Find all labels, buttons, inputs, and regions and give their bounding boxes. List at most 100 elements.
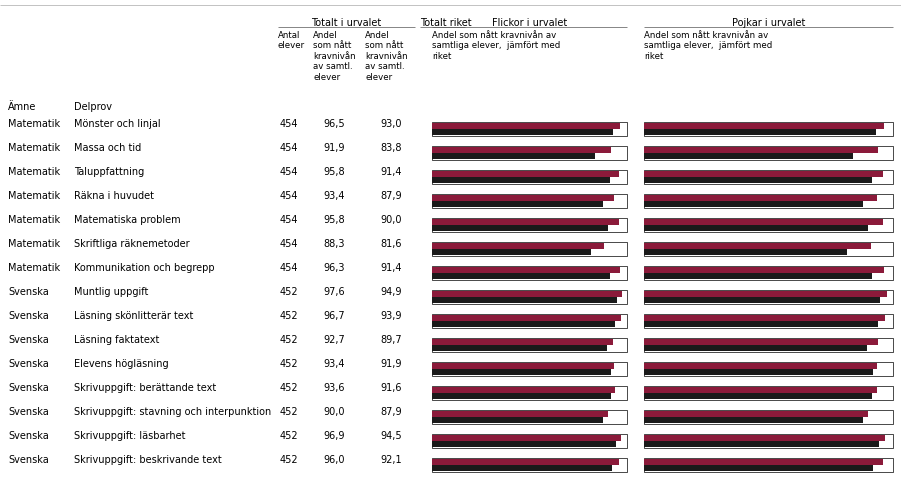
Bar bbox=[432, 345, 607, 351]
Bar bbox=[432, 146, 627, 160]
Text: 94,9: 94,9 bbox=[380, 287, 402, 297]
Bar bbox=[644, 122, 893, 136]
Bar bbox=[432, 290, 627, 304]
Text: Svenska: Svenska bbox=[8, 455, 49, 465]
Text: 454: 454 bbox=[279, 191, 298, 201]
Bar bbox=[644, 243, 870, 249]
Bar bbox=[432, 201, 604, 207]
Text: Svenska: Svenska bbox=[8, 431, 49, 441]
Bar bbox=[432, 441, 616, 447]
Text: Läsning skönlitterär text: Läsning skönlitterär text bbox=[74, 311, 194, 321]
Bar bbox=[644, 146, 893, 160]
Bar bbox=[432, 122, 627, 136]
Bar bbox=[644, 290, 893, 304]
Text: Svenska: Svenska bbox=[8, 383, 49, 393]
Text: 96,5: 96,5 bbox=[323, 119, 345, 129]
Text: 91,9: 91,9 bbox=[380, 359, 402, 369]
Text: Svenska: Svenska bbox=[8, 407, 49, 417]
Bar bbox=[432, 267, 620, 273]
Bar bbox=[432, 393, 611, 399]
Text: Pojkar i urvalet: Pojkar i urvalet bbox=[732, 18, 805, 28]
Text: 96,3: 96,3 bbox=[323, 263, 345, 273]
Bar bbox=[644, 369, 873, 375]
Text: 90,0: 90,0 bbox=[380, 215, 402, 225]
Text: Skrivuppgift: berättande text: Skrivuppgift: berättande text bbox=[74, 383, 216, 393]
Bar bbox=[644, 387, 877, 393]
Text: Matematik: Matematik bbox=[8, 119, 60, 129]
Bar bbox=[432, 362, 627, 376]
Bar bbox=[644, 410, 893, 424]
Bar bbox=[644, 465, 873, 471]
Text: 452: 452 bbox=[279, 407, 298, 417]
Bar bbox=[432, 225, 607, 231]
Bar bbox=[644, 339, 878, 345]
Bar bbox=[644, 441, 879, 447]
Bar bbox=[432, 177, 610, 183]
Bar bbox=[644, 225, 868, 231]
Text: 452: 452 bbox=[279, 335, 298, 345]
Text: Kommunikation och begrepp: Kommunikation och begrepp bbox=[74, 263, 214, 273]
Text: 91,9: 91,9 bbox=[323, 143, 345, 153]
Bar bbox=[644, 291, 887, 297]
Bar bbox=[644, 386, 893, 400]
Bar bbox=[432, 315, 621, 321]
Bar bbox=[644, 147, 878, 153]
Bar bbox=[432, 314, 627, 328]
Bar bbox=[432, 417, 604, 423]
Text: Andel
som nått
kravnivån
av samtl.
elever: Andel som nått kravnivån av samtl. eleve… bbox=[365, 31, 407, 81]
Text: 96,9: 96,9 bbox=[323, 431, 345, 441]
Bar bbox=[432, 194, 627, 208]
Text: 92,1: 92,1 bbox=[380, 455, 402, 465]
Text: 81,6: 81,6 bbox=[380, 239, 402, 249]
Text: Skrivuppgift: stavning och interpunktion: Skrivuppgift: stavning och interpunktion bbox=[74, 407, 271, 417]
Bar bbox=[644, 266, 893, 280]
Text: Matematik: Matematik bbox=[8, 191, 60, 201]
Bar bbox=[432, 171, 619, 177]
Bar bbox=[432, 363, 614, 369]
Bar bbox=[644, 362, 893, 376]
Bar bbox=[432, 291, 623, 297]
Bar bbox=[644, 459, 883, 465]
Bar bbox=[432, 459, 619, 465]
Text: 88,3: 88,3 bbox=[323, 239, 345, 249]
Text: Svenska: Svenska bbox=[8, 359, 49, 369]
Text: Andel
som nått
kravnivån
av samtl.
elever: Andel som nått kravnivån av samtl. eleve… bbox=[313, 31, 356, 81]
Bar bbox=[432, 218, 627, 232]
Text: 95,8: 95,8 bbox=[323, 167, 345, 177]
Text: Muntlig uppgift: Muntlig uppgift bbox=[74, 287, 149, 297]
Text: 91,4: 91,4 bbox=[380, 263, 402, 273]
Text: 454: 454 bbox=[279, 263, 298, 273]
Text: Andel som nått kravnivån av
samtliga elever,  jämfört med
riket: Andel som nått kravnivån av samtliga ele… bbox=[644, 31, 772, 61]
Bar bbox=[644, 201, 863, 207]
Text: 87,9: 87,9 bbox=[380, 191, 402, 201]
Text: 452: 452 bbox=[279, 431, 298, 441]
Text: 452: 452 bbox=[279, 455, 298, 465]
Bar bbox=[644, 314, 893, 328]
Text: 97,6: 97,6 bbox=[323, 287, 345, 297]
Bar bbox=[644, 153, 852, 159]
Bar bbox=[644, 242, 893, 256]
Bar bbox=[432, 266, 627, 280]
Bar bbox=[644, 273, 871, 279]
Bar bbox=[432, 387, 614, 393]
Text: 94,5: 94,5 bbox=[380, 431, 402, 441]
Bar bbox=[644, 171, 883, 177]
Text: 93,0: 93,0 bbox=[380, 119, 402, 129]
Text: 452: 452 bbox=[279, 311, 298, 321]
Bar bbox=[432, 386, 627, 400]
Bar bbox=[432, 219, 619, 225]
Bar bbox=[644, 458, 893, 472]
Text: Skrivuppgift: beskrivande text: Skrivuppgift: beskrivande text bbox=[74, 455, 222, 465]
Text: 83,8: 83,8 bbox=[380, 143, 402, 153]
Text: Totalt riket: Totalt riket bbox=[420, 18, 471, 28]
Text: 454: 454 bbox=[279, 119, 298, 129]
Bar bbox=[432, 249, 591, 255]
Bar bbox=[432, 242, 627, 256]
Bar bbox=[432, 435, 621, 441]
Bar bbox=[432, 153, 596, 159]
Bar bbox=[644, 315, 885, 321]
Bar bbox=[432, 434, 627, 448]
Text: Antal
elever: Antal elever bbox=[278, 31, 305, 51]
Bar bbox=[644, 177, 871, 183]
Text: Andel som nått kravnivån av
samtliga elever,  jämfört med
riket: Andel som nått kravnivån av samtliga ele… bbox=[432, 31, 560, 61]
